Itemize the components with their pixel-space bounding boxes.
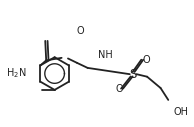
Text: O: O [115,84,123,94]
Text: O: O [77,26,84,36]
Text: S: S [129,68,136,81]
Text: O: O [142,55,150,65]
Text: H$_2$N: H$_2$N [5,67,26,80]
Text: OH: OH [173,107,188,117]
Text: NH: NH [98,50,113,60]
